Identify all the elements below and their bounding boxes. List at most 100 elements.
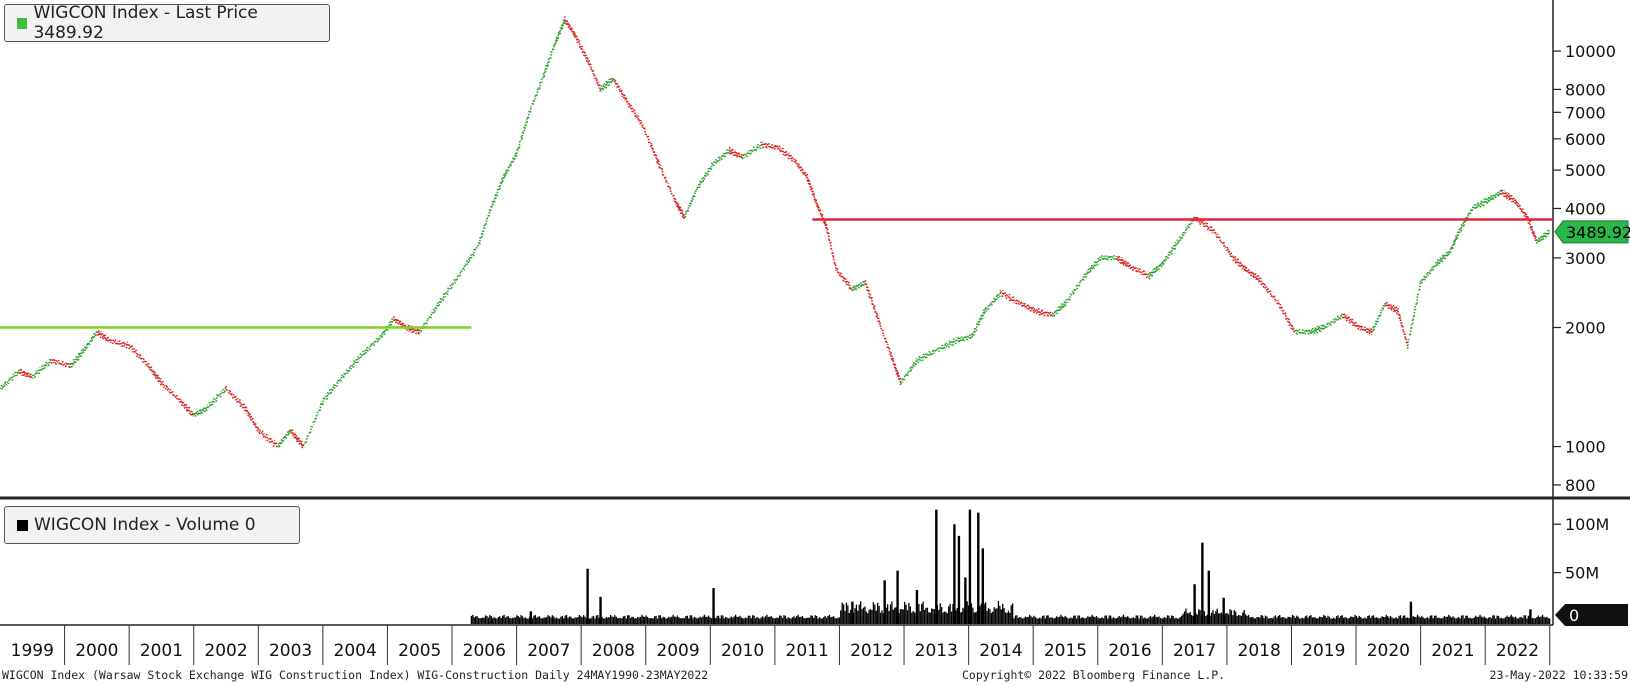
price-segment (767, 144, 769, 147)
price-segment (394, 317, 398, 324)
price-segment (1371, 330, 1374, 333)
price-segment (151, 370, 154, 373)
price-segment (849, 284, 852, 289)
price-segment (1022, 304, 1026, 307)
price-segment (859, 282, 863, 288)
price-segment (1169, 251, 1172, 254)
price-segment (589, 63, 592, 71)
price-legend[interactable]: WIGCON Index - Last Price 3489.92 (4, 3, 330, 43)
price-segment (779, 147, 782, 152)
price-segment (1144, 273, 1147, 276)
price-segment (1210, 226, 1213, 234)
price-segment (1414, 306, 1417, 311)
price-segment (77, 352, 80, 361)
price-segment (471, 253, 474, 256)
price-segment (427, 317, 430, 321)
price-segment (1097, 259, 1101, 262)
price-segment (33, 374, 36, 377)
price-segment (4, 381, 8, 386)
price-segment (594, 75, 597, 80)
price-segment (376, 337, 379, 343)
price-segment (327, 392, 330, 396)
volume-legend-swatch (17, 519, 28, 531)
price-segment (1036, 310, 1040, 313)
price-segment (1541, 236, 1544, 239)
price-segment (1147, 273, 1150, 278)
price-segment (1301, 329, 1305, 335)
price-segment (1096, 257, 1100, 266)
price-segment (298, 437, 301, 445)
price-segment (27, 373, 30, 378)
price-segment (1047, 311, 1050, 317)
price-segment (520, 136, 523, 141)
price-segment (1367, 328, 1370, 333)
price-segment (309, 426, 313, 434)
price-segment (1394, 307, 1397, 312)
price-segment (710, 162, 713, 171)
price-segment (398, 322, 401, 324)
price-segment (1085, 270, 1088, 278)
price-segment (642, 127, 646, 130)
price-segment (755, 144, 759, 151)
price-segment (637, 115, 640, 122)
price-segment (67, 363, 70, 368)
price-segment (1184, 227, 1187, 234)
price-segment (639, 119, 642, 125)
price-segment (153, 371, 156, 376)
price-segment (234, 395, 238, 403)
price-segment (701, 177, 704, 184)
price-segment (117, 341, 120, 345)
price-segment (304, 441, 307, 444)
price-segment (322, 396, 325, 406)
price-segment (113, 341, 116, 343)
price-segment (57, 359, 61, 366)
price-segment (1383, 303, 1386, 307)
price-segment (1079, 279, 1083, 283)
price-segment (1489, 197, 1492, 201)
price-segment (295, 435, 298, 440)
price-segment (255, 426, 258, 429)
price-segment (1031, 307, 1034, 311)
year-label: 2011 (786, 641, 829, 661)
year-label: 1999 (11, 641, 54, 661)
price-segment (414, 329, 417, 332)
price-segment (1174, 242, 1177, 250)
price-segment (98, 332, 101, 336)
price-segment (403, 324, 406, 328)
price-segment (395, 319, 399, 323)
price-segment (468, 255, 472, 262)
price-segment (122, 341, 126, 347)
price-segment (1112, 254, 1116, 261)
price-segment (1424, 275, 1427, 279)
price-segment (277, 445, 279, 448)
price-pane: 800 1000 2000 3000 4000 5000 6000 7000 8000 10000… (0, 0, 1630, 625)
price-segment (1102, 255, 1105, 260)
price-segment (1388, 304, 1392, 309)
price-segment (280, 439, 283, 445)
price-segment (754, 147, 757, 151)
price-segment (240, 403, 243, 406)
price-segment (1350, 320, 1353, 323)
price-segment (1155, 267, 1158, 272)
price-segment (60, 361, 63, 366)
price-segment (860, 282, 863, 286)
price-segment (1178, 236, 1182, 243)
price-segment (684, 211, 687, 218)
price-segment (479, 236, 482, 239)
price-segment (1344, 315, 1347, 320)
price-segment (446, 287, 450, 296)
price-segment (1251, 272, 1254, 276)
price-segment (1304, 329, 1307, 335)
price-segment (603, 83, 606, 90)
price-segment (765, 142, 769, 149)
price-segment (1466, 213, 1470, 219)
price-segment (884, 337, 887, 344)
price-segment (1336, 315, 1340, 322)
price-segment (1179, 235, 1183, 240)
price-segment (1338, 316, 1341, 319)
price-segment (360, 353, 364, 357)
volume-legend[interactable]: WIGCON Index - Volume 0 (4, 506, 300, 544)
price-segment (513, 156, 516, 160)
price-segment (1321, 324, 1324, 332)
price-segment (369, 343, 372, 351)
